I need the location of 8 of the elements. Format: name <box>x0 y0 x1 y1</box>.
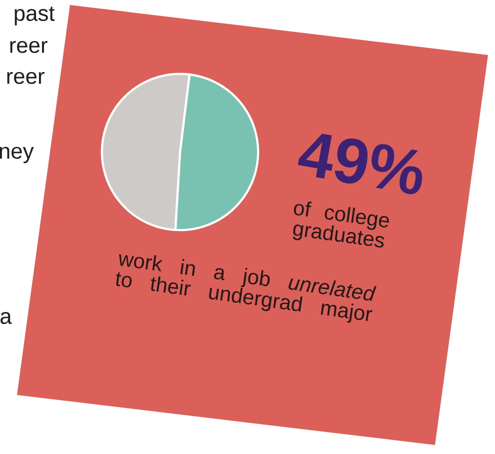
text: a <box>0 312 12 324</box>
text: reer <box>7 72 44 84</box>
text: reer <box>10 40 48 54</box>
text: ney <box>0 146 34 164</box>
text: of college graduates <box>292 202 389 248</box>
text: past <box>14 6 55 26</box>
text: 49% <box>298 134 422 194</box>
text: work in a job unrelated to their undergrad major <box>116 254 376 323</box>
